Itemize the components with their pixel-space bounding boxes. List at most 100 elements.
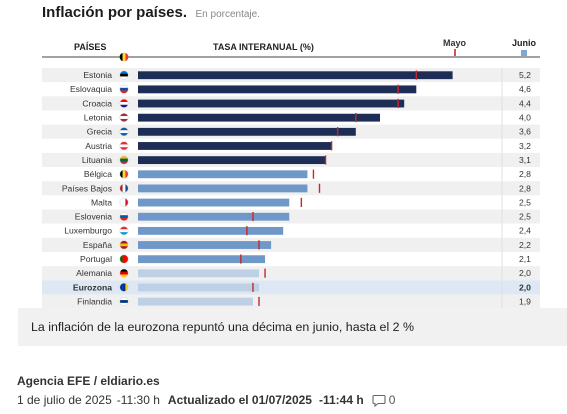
flag-stripe <box>119 99 129 103</box>
flag-stripe <box>119 141 129 145</box>
article-meta: 1 de julio de 2025 -11:30 h Actualizado … <box>17 393 395 407</box>
publish-date: 1 de julio de 2025 <box>17 393 112 407</box>
flag-stripe <box>119 198 123 207</box>
flag-stripe <box>119 76 129 80</box>
column-header-june: Junio <box>512 38 536 48</box>
flag-stripe <box>119 161 129 165</box>
flag-stripe <box>119 302 129 306</box>
flag-stripe <box>119 147 129 151</box>
value-label: 3,2 <box>519 141 531 151</box>
flag-stripe <box>119 274 129 278</box>
publish-time: -11:30 h <box>116 393 160 407</box>
bar-june <box>138 184 308 193</box>
flag-stripe <box>119 118 129 122</box>
bar-june <box>138 269 259 278</box>
flag-stripe <box>125 254 129 264</box>
category-label: Finlandia <box>77 296 112 306</box>
flag-stripe <box>125 169 129 179</box>
row-background <box>42 223 540 238</box>
flag-stripe <box>119 226 129 230</box>
category-label: Lituania <box>82 155 112 165</box>
bar-june <box>138 226 284 235</box>
row-background <box>42 280 540 295</box>
bar-june <box>138 99 405 108</box>
flag-eslovenia <box>119 212 129 222</box>
flag-stripe <box>119 155 129 159</box>
value-label: 2,5 <box>519 212 531 222</box>
flag-eslovaquia <box>119 84 129 94</box>
image-caption: La inflación de la eurozona repuntó una … <box>18 308 567 346</box>
flag-stripe <box>119 113 129 117</box>
header-flag-stripe <box>122 52 126 62</box>
flag-stripe <box>119 87 129 91</box>
category-label: Grecia <box>87 127 113 137</box>
flag-stripe <box>119 232 129 235</box>
bar-june <box>138 255 266 264</box>
category-label: Portugal <box>80 254 112 264</box>
category-label: Bélgica <box>84 169 112 179</box>
updated-time: -11:44 h <box>318 393 364 407</box>
column-header-countries: PAÍSES <box>74 42 107 52</box>
row-background <box>42 195 540 210</box>
flag-finlandia <box>119 297 129 306</box>
flag-stripe <box>119 158 129 162</box>
value-label: 5,2 <box>519 70 531 80</box>
flag-lituania <box>119 155 129 165</box>
flag-españa <box>119 240 129 250</box>
flag-stripe <box>119 229 129 233</box>
category-label: Letonia <box>84 113 112 123</box>
value-label: 4,4 <box>519 98 531 108</box>
value-label: 2,0 <box>519 282 531 292</box>
column-header-rate: TASA INTERANUAL (%) <box>213 42 314 52</box>
flag-stripe <box>125 283 129 292</box>
category-label: Croacia <box>82 98 112 108</box>
comments-count: 0 <box>388 393 396 407</box>
value-label: 3,1 <box>519 155 531 165</box>
comments-link[interactable]: 0 <box>372 393 396 407</box>
flag-stripe <box>119 144 129 148</box>
value-label: 2,1 <box>519 254 531 264</box>
flag-austria <box>119 141 129 151</box>
flag-stripe <box>119 133 129 136</box>
flag-stripe <box>122 283 126 292</box>
row-background <box>42 251 540 267</box>
flag-países-bajos <box>119 183 129 193</box>
row-background <box>42 294 540 309</box>
category-label: Malta <box>91 197 112 207</box>
bar-june <box>138 142 332 150</box>
flag-grecia <box>119 127 129 137</box>
flag-stripe <box>122 169 126 179</box>
flag-stripe <box>122 184 126 193</box>
category-label: Eslovenia <box>75 212 112 222</box>
speech-bubble-icon <box>372 394 386 407</box>
article-source: Agencia EFE / eldiario.es <box>17 374 160 388</box>
bar-june <box>138 71 453 80</box>
category-label: España <box>83 240 112 250</box>
flag-croacia <box>119 98 129 108</box>
caption-text: La inflación de la eurozona repuntó una … <box>31 320 414 334</box>
legend-june-swatch <box>521 50 527 56</box>
flag-stripe <box>119 212 129 216</box>
flag-stripe <box>119 116 129 120</box>
chart-title-row: Inflación por países. En porcentaje. <box>42 4 260 22</box>
flag-portugal <box>119 254 129 264</box>
bar-june <box>138 212 290 221</box>
flag-stripe <box>119 85 129 88</box>
bar-june <box>138 241 272 249</box>
category-label: Países Bajos <box>62 183 112 193</box>
flag-stripe <box>119 169 123 179</box>
category-label: Alemania <box>76 268 112 278</box>
inflation-bar-chart: Estonia 5,2 Eslovaquia 4,6 Croacia 4,4 Letonia… <box>42 49 540 309</box>
bar-june <box>138 127 356 136</box>
flag-stripe <box>119 70 129 74</box>
flag-stripe <box>119 101 129 105</box>
row-background <box>42 266 540 281</box>
flag-letonia <box>119 113 129 122</box>
flag-stripe <box>119 184 123 193</box>
value-label: 2,0 <box>519 268 531 278</box>
flag-stripe <box>119 217 129 221</box>
flag-stripe <box>119 246 129 250</box>
value-label: 2,2 <box>519 240 531 250</box>
flag-stripe <box>119 254 123 264</box>
value-label: 2,5 <box>519 197 531 207</box>
